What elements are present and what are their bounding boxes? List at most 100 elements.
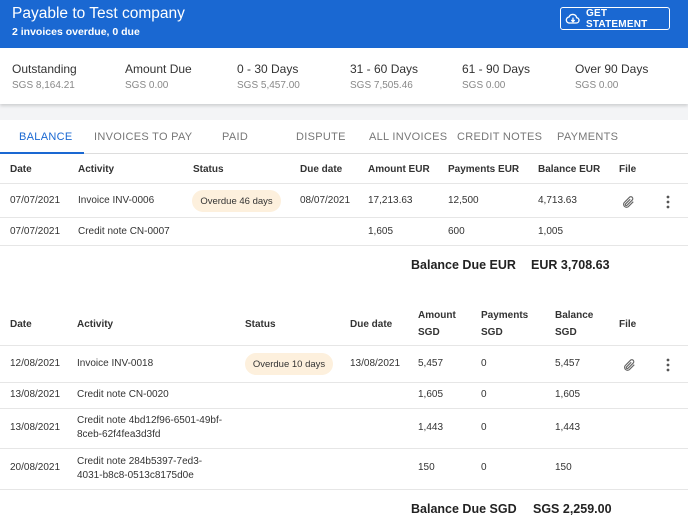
aging-summary: Outstanding SGS 8,164.21 Amount Due SGS … [0,48,688,104]
summary-31-60-days: 31 - 60 Days SGS 7,505.46 [350,62,418,91]
row-activity[interactable]: Invoice INV-0006 [78,195,155,206]
column-header-balance: Balance EUR [538,164,601,175]
row-amount: 1,605 [418,389,444,400]
row-payments: 0 [481,422,487,433]
row-date: 07/07/2021 [10,226,61,237]
column-header-balance: Balance [555,310,594,321]
status-badge: Overdue 10 days [245,353,333,375]
tab-dispute[interactable]: DISPUTE [296,131,346,143]
row-divider [0,382,688,383]
column-header-status: Status [245,319,276,330]
row-payments: 600 [448,226,465,237]
column-header-payments: Payments [481,310,529,321]
summary-label: 61 - 90 Days [462,62,531,76]
row-due-date: 13/08/2021 [350,358,401,369]
column-header-payments: Payments EUR [448,164,520,175]
summary-label: Over 90 Days [575,62,649,76]
row-divider [0,183,688,184]
row-divider [0,245,688,246]
balance-due-eur-label: Balance Due EUR [411,258,516,272]
summary-value: SGS 8,164.21 [12,80,75,91]
row-date: 13/08/2021 [10,422,61,433]
get-statement-button[interactable]: GET STATEMENT [560,7,670,30]
column-header-date: Date [10,319,32,330]
column-header-date: Date [10,164,32,175]
row-amount: 1,605 [368,226,394,237]
row-payments: 12,500 [448,195,479,206]
row-balance: 1,005 [538,226,564,237]
column-header-activity: Activity [77,319,114,330]
row-payments: 0 [481,462,487,473]
row-amount: 1,443 [418,422,444,433]
row-activity[interactable]: Credit note 284b5397-7ed3- [77,456,203,467]
row-activity[interactable]: Credit note CN-0007 [78,226,170,237]
row-activity-continued[interactable]: 4031-b8c8-0513c8175d0e [77,470,194,481]
row-amount: 17,213.63 [368,195,413,206]
more-vert-icon[interactable] [660,194,676,210]
row-date: 12/08/2021 [10,358,61,369]
row-date: 07/07/2021 [10,195,61,206]
row-activity[interactable]: Invoice INV-0018 [77,358,154,369]
get-statement-label: GET STATEMENT [586,7,648,30]
row-divider [0,489,688,490]
column-header-status: Status [193,164,224,175]
overdue-summary: 2 invoices overdue, 0 due [12,26,140,38]
row-balance: 1,443 [555,422,581,433]
page-header: Payable to Test company 2 invoices overd… [0,0,688,48]
balance-due-sgd-value: SGS 2,259.00 [533,502,612,516]
active-tab-indicator [0,152,84,154]
row-balance: 1,605 [555,389,581,400]
row-date: 13/08/2021 [10,389,61,400]
row-activity[interactable]: Credit note 4bd12f96-6501-49bf- [77,415,223,426]
column-header-file: File [619,319,637,330]
balance-panel: Date Activity Status Due date Amount EUR… [0,154,688,526]
row-divider [0,448,688,449]
summary-61-90-days: 61 - 90 Days SGS 0.00 [462,62,530,91]
row-balance: 150 [555,462,572,473]
summary-label: Outstanding [12,62,77,76]
row-activity-continued[interactable]: 8ceb-62f4fea3d3fd [77,429,161,440]
column-header-due-date: Due date [300,164,343,175]
more-vert-icon[interactable] [660,357,676,373]
summary-outstanding: Outstanding SGS 8,164.21 [12,62,77,91]
column-header-amount: Amount [418,310,456,321]
summary-over-90-days: Over 90 Days SGS 0.00 [575,62,648,91]
summary-value: SGS 5,457.00 [237,80,300,91]
column-header-payments-currency: SGD [481,327,503,338]
summary-value: SGS 7,505.46 [350,80,413,91]
row-divider [0,408,688,409]
tab-bar: BALANCE INVOICES TO PAY PAID DISPUTE ALL… [0,120,688,154]
summary-value: SGS 0.00 [462,80,506,91]
column-header-amount: Amount EUR [368,164,430,175]
tab-balance[interactable]: BALANCE [19,131,73,143]
row-divider [0,345,688,346]
tab-credit-notes[interactable]: CREDIT NOTES [457,131,543,143]
paperclip-icon[interactable] [621,357,637,373]
summary-amount-due: Amount Due SGS 0.00 [125,62,192,91]
status-badge: Overdue 46 days [192,190,281,212]
summary-label: 0 - 30 Days [237,62,299,76]
summary-label: 31 - 60 Days [350,62,419,76]
column-header-due-date: Due date [350,319,393,330]
tab-invoices-to-pay[interactable]: INVOICES TO PAY [94,131,193,143]
row-activity[interactable]: Credit note CN-0020 [77,389,169,400]
balance-due-sgd-label: Balance Due SGD [411,502,517,516]
row-payments: 0 [481,358,487,369]
column-header-activity: Activity [78,164,115,175]
row-due-date: 08/07/2021 [300,195,351,206]
paperclip-icon[interactable] [620,194,636,210]
column-header-amount-currency: SGD [418,327,440,338]
row-date: 20/08/2021 [10,462,61,473]
row-amount: 150 [418,462,435,473]
row-balance: 5,457 [555,358,581,369]
tab-all-invoices[interactable]: ALL INVOICES [369,131,448,143]
summary-0-30-days: 0 - 30 Days SGS 5,457.00 [237,62,300,91]
row-amount: 5,457 [418,358,444,369]
row-payments: 0 [481,389,487,400]
row-divider [0,217,688,218]
tab-payments[interactable]: PAYMENTS [557,131,619,143]
column-header-balance-currency: SGD [555,327,577,338]
summary-value: SGS 0.00 [575,80,619,91]
balance-due-eur-value: EUR 3,708.63 [531,258,610,272]
tab-paid[interactable]: PAID [222,131,249,143]
